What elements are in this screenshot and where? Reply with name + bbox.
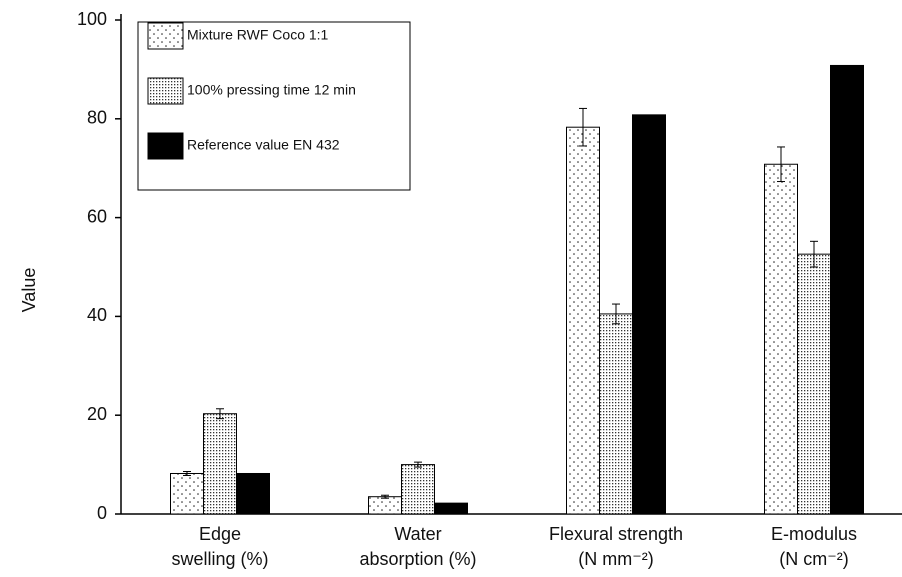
x-tick-label: Flexural strength: [549, 524, 683, 544]
y-axis-label: Value: [19, 268, 39, 313]
x-tick-label: (N mm⁻²): [578, 549, 653, 569]
legend-swatch: [147, 132, 184, 160]
legend-label: Mixture RWF Coco 1:1: [187, 27, 329, 43]
legend: [137, 21, 411, 191]
bar: [599, 313, 633, 515]
bar: [830, 64, 864, 515]
bar: [236, 472, 270, 515]
y-tick-label: 0: [97, 503, 107, 523]
bar: [632, 114, 666, 515]
error-bar: [183, 471, 191, 476]
y-tick-label: 100: [77, 9, 107, 29]
error-bar: [414, 461, 422, 468]
y-tick-label: 80: [87, 108, 107, 128]
bar: [401, 464, 435, 515]
legend-label: 100% pressing time 12 min: [187, 82, 356, 98]
legend-label: Reference value EN 432: [187, 137, 340, 153]
x-tick-label: absorption (%): [359, 549, 476, 569]
y-tick-label: 60: [87, 206, 107, 226]
error-bar: [381, 494, 389, 499]
bar: [566, 126, 600, 515]
bar: [434, 502, 468, 515]
bar: [203, 413, 237, 515]
bar: [368, 496, 402, 515]
x-tick-label: (N cm⁻²): [779, 549, 848, 569]
legend-swatch: [147, 22, 184, 50]
x-tick-label: E-modulus: [771, 524, 857, 544]
y-tick-label: 20: [87, 404, 107, 424]
error-bar: [777, 146, 785, 183]
bar: [797, 253, 831, 515]
bar: [764, 163, 798, 515]
x-tick-label: Water: [394, 524, 441, 544]
error-bar: [810, 240, 818, 268]
y-tick-label: 40: [87, 305, 107, 325]
legend-swatch: [147, 77, 184, 105]
x-tick-label: Edge: [199, 524, 241, 544]
x-tick-label: swelling (%): [171, 549, 268, 569]
bar: [170, 472, 204, 515]
error-bar: [612, 303, 620, 325]
error-bar: [216, 408, 224, 420]
error-bar: [579, 107, 587, 147]
